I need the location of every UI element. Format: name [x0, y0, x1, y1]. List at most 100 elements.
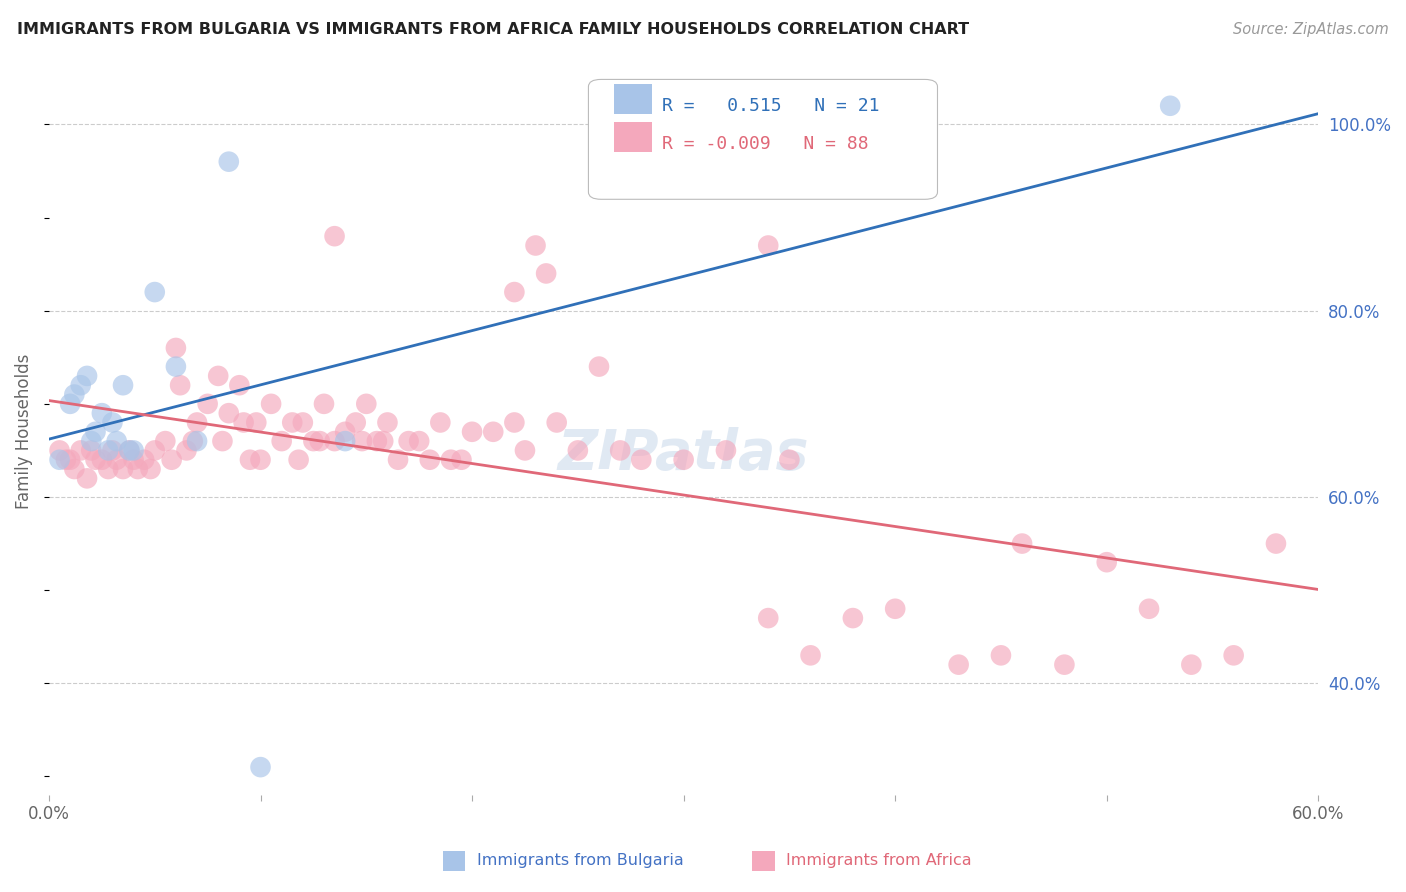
Point: [118, 443, 141, 458]
Point: [387, 452, 409, 467]
Point: [567, 443, 589, 458]
Point: [105, 434, 128, 449]
Point: [155, 434, 177, 449]
Point: [122, 443, 145, 458]
Point: [105, 452, 128, 467]
Point: [302, 434, 325, 449]
Point: [419, 452, 441, 467]
Point: [101, 443, 124, 458]
Point: [408, 434, 430, 449]
Point: [1159, 99, 1181, 113]
FancyBboxPatch shape: [589, 79, 938, 199]
Point: [1222, 648, 1244, 663]
Point: [186, 416, 208, 430]
Point: [122, 452, 145, 467]
Point: [232, 416, 254, 430]
Point: [884, 601, 907, 615]
Point: [69, 443, 91, 458]
Point: [165, 359, 187, 374]
Point: [281, 416, 304, 430]
Point: [352, 434, 374, 449]
Point: [1053, 657, 1076, 672]
Point: [1011, 536, 1033, 550]
Point: [218, 406, 240, 420]
Point: [111, 378, 134, 392]
Bar: [443, 851, 465, 871]
Point: [48, 443, 70, 458]
Point: [778, 452, 800, 467]
Point: [63, 387, 86, 401]
Point: [308, 434, 330, 449]
Point: [588, 359, 610, 374]
Point: [377, 416, 399, 430]
Point: [76, 368, 98, 383]
Y-axis label: Family Households: Family Households: [15, 354, 32, 509]
Point: [1180, 657, 1202, 672]
Point: [160, 452, 183, 467]
Point: [333, 425, 356, 439]
Point: [211, 434, 233, 449]
Bar: [614, 84, 652, 114]
Bar: [614, 121, 652, 152]
Point: [672, 452, 695, 467]
Point: [55, 452, 77, 467]
Point: [450, 452, 472, 467]
Point: [482, 425, 505, 439]
Point: [97, 443, 120, 458]
Point: [291, 416, 314, 430]
Text: Source: ZipAtlas.com: Source: ZipAtlas.com: [1233, 22, 1389, 37]
Point: [630, 452, 652, 467]
Point: [323, 434, 346, 449]
Point: [245, 416, 267, 430]
Point: [218, 154, 240, 169]
Text: IMMIGRANTS FROM BULGARIA VS IMMIGRANTS FROM AFRICA FAMILY HOUSEHOLDS CORRELATION: IMMIGRANTS FROM BULGARIA VS IMMIGRANTS F…: [17, 22, 969, 37]
Point: [373, 434, 395, 449]
Text: Immigrants from Africa: Immigrants from Africa: [786, 854, 972, 868]
Point: [366, 434, 388, 449]
Point: [90, 406, 112, 420]
Point: [186, 434, 208, 449]
Point: [249, 452, 271, 467]
Point: [76, 471, 98, 485]
Point: [118, 443, 141, 458]
Point: [609, 443, 631, 458]
Point: [143, 443, 166, 458]
Point: [127, 462, 149, 476]
Point: [101, 416, 124, 430]
Text: R =   0.515   N = 21: R = 0.515 N = 21: [662, 97, 880, 115]
Point: [59, 452, 82, 467]
Point: [80, 434, 103, 449]
Point: [228, 378, 250, 392]
Point: [80, 443, 103, 458]
Point: [176, 443, 198, 458]
Point: [1137, 601, 1160, 615]
Point: [344, 416, 367, 430]
Point: [524, 238, 547, 252]
Point: [84, 425, 107, 439]
Text: ZIPatlas: ZIPatlas: [558, 426, 810, 481]
Point: [398, 434, 420, 449]
Point: [249, 760, 271, 774]
Point: [333, 434, 356, 449]
Point: [503, 285, 526, 299]
Point: [139, 462, 162, 476]
Point: [323, 229, 346, 244]
Point: [756, 238, 779, 252]
Point: [461, 425, 484, 439]
Point: [197, 397, 219, 411]
Point: [503, 416, 526, 430]
Point: [143, 285, 166, 299]
Point: [312, 397, 335, 411]
Point: [134, 452, 156, 467]
Point: [756, 611, 779, 625]
Point: [1095, 555, 1118, 569]
Point: [429, 416, 451, 430]
Point: [546, 416, 568, 430]
Text: Immigrants from Bulgaria: Immigrants from Bulgaria: [477, 854, 683, 868]
Point: [799, 648, 821, 663]
Point: [207, 368, 229, 383]
Point: [181, 434, 204, 449]
Point: [165, 341, 187, 355]
Text: R = -0.009   N = 88: R = -0.009 N = 88: [662, 136, 869, 153]
Point: [287, 452, 309, 467]
